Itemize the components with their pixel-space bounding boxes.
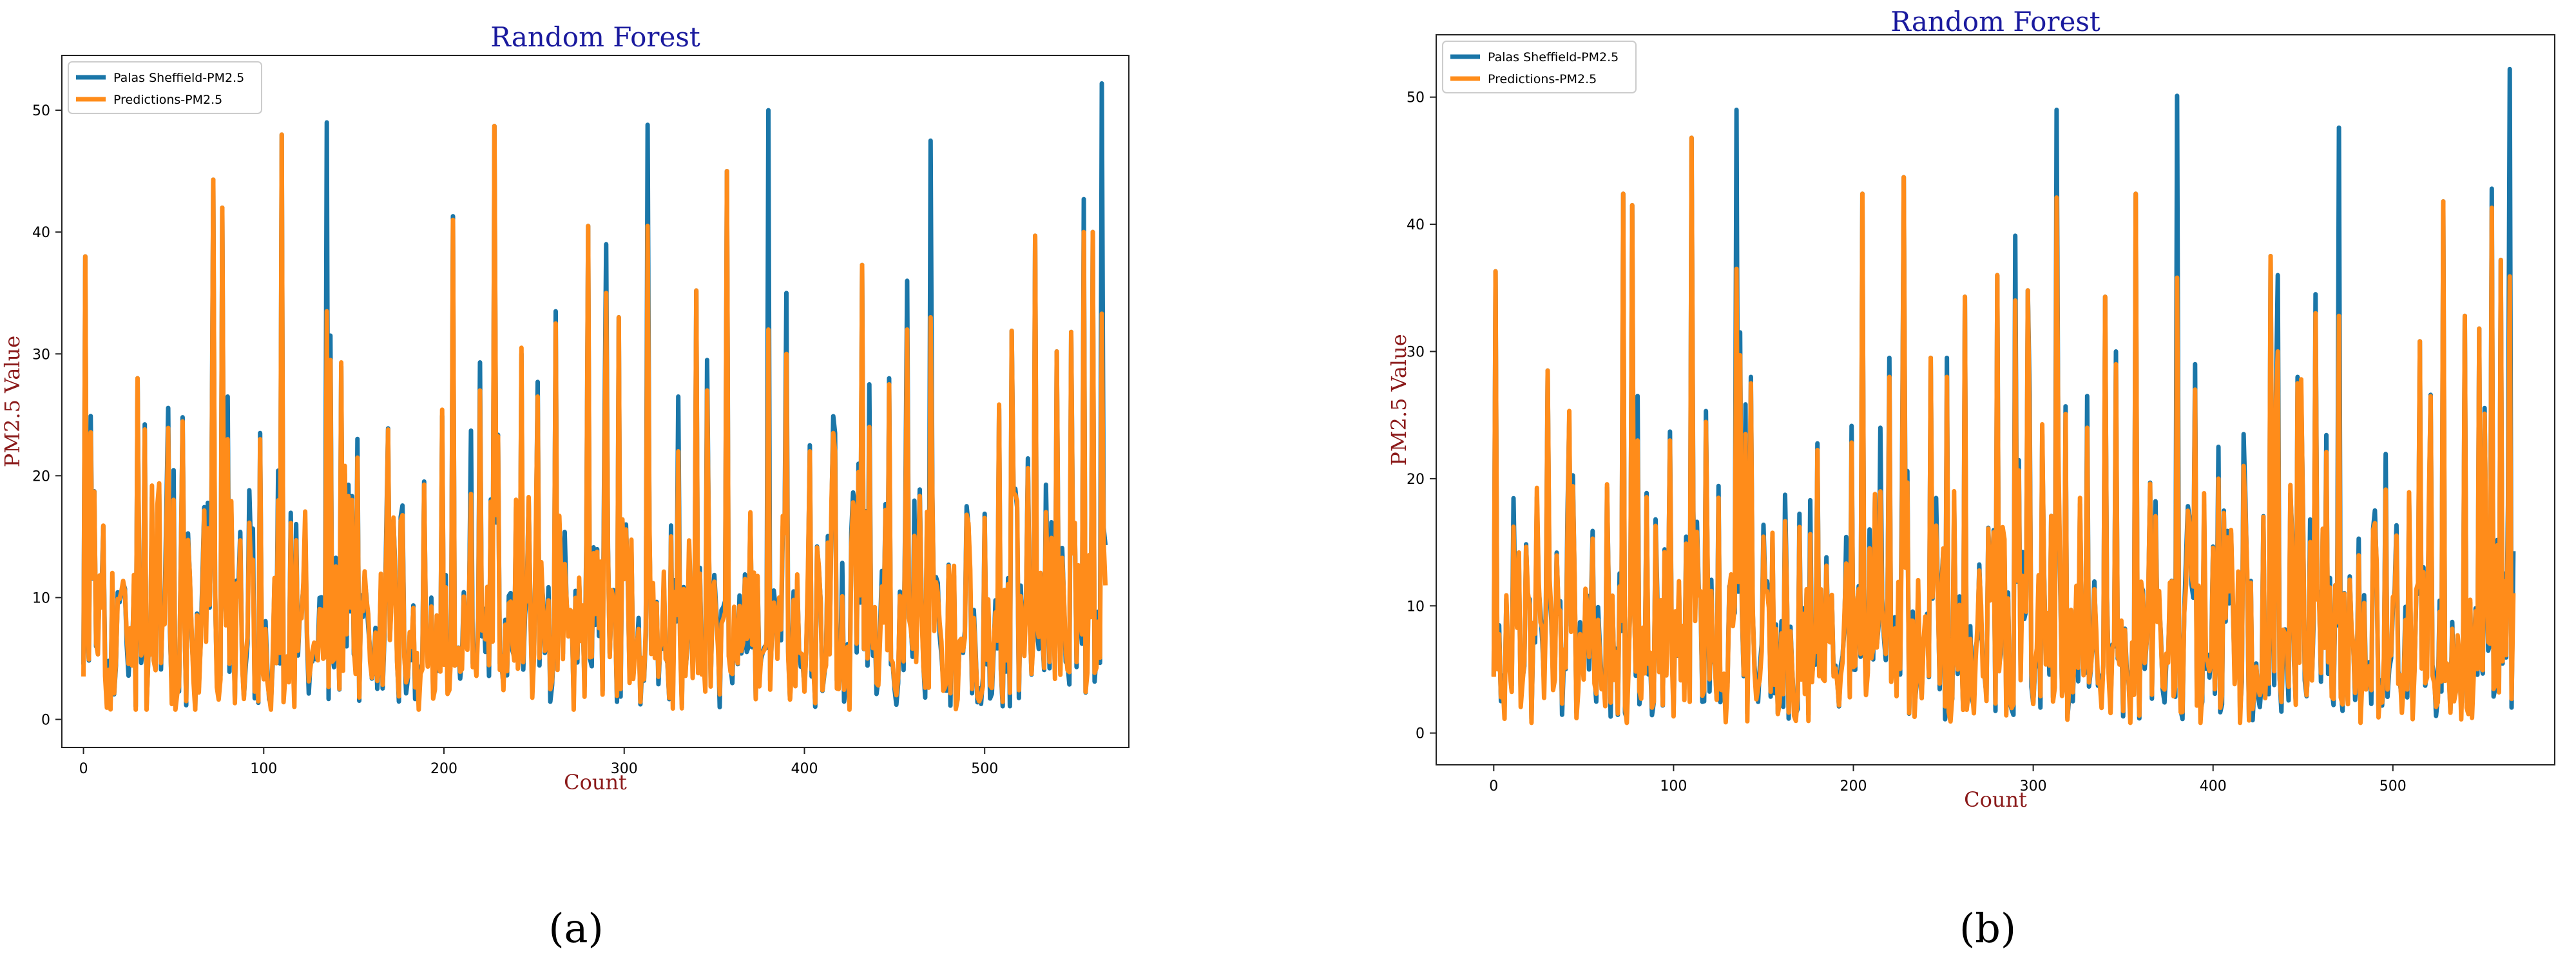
x-tick-label: 200 [1840,778,1867,794]
plot-frame [61,55,1129,748]
x-axis-label: Count [1964,787,2027,812]
x-tick-label: 100 [250,761,277,777]
y-tick-label: 20 [1407,472,1425,488]
x-tick-label: 300 [2020,778,2047,794]
x-tick-label: 100 [1660,778,1687,794]
x-axis-label: Count [564,770,627,794]
y-axis-label: PM2.5 Value [0,336,24,467]
y-tick-label: 40 [32,225,50,241]
y-tick-label: 50 [32,103,50,119]
y-tick-label: 50 [1407,90,1425,106]
series-line-predictions [1491,135,2516,726]
chart-title: Random Forest [490,21,700,53]
y-tick-label: 30 [1407,344,1425,360]
x-tick-label: 400 [2200,778,2227,794]
y-tick-label: 0 [41,713,50,729]
legend-entry: Predictions-PM2.5 [1488,72,1597,86]
legend: Palas Sheffield-PM2.5 Predictions-PM2.5 [1442,41,1637,93]
panel-caption: (b) [1959,905,2016,952]
x-tick-label: 300 [611,761,638,777]
legend: Palas Sheffield-PM2.5 Predictions-PM2.5 [68,61,262,114]
chart-panel-a: Random Forest 0 100 200 300 400 500 0 10 20 30 40 50… [0,21,1129,952]
y-tick-label: 40 [1407,217,1425,233]
legend-box [68,61,262,114]
y-tick-label: 10 [1407,599,1425,615]
legend-entry: Palas Sheffield-PM2.5 [1488,50,1619,64]
x-tick-label: 0 [1489,778,1498,794]
panel-caption: (a) [548,905,603,952]
x-tick-label: 200 [430,761,457,777]
y-axis-label: PM2.5 Value [1387,334,1411,465]
legend-entry: Palas Sheffield-PM2.5 [113,71,244,85]
chart-panel-b: Random Forest 0 100 200 300 400 500 0 10 20 30 40 50… [1387,6,2555,952]
x-tick-label: 400 [791,761,818,777]
y-tick-label: 20 [32,468,50,485]
x-tick-label: 0 [79,761,88,777]
series-line-predictions [81,124,1108,712]
x-tick-label: 500 [2379,778,2407,794]
chart-title: Random Forest [1890,6,2100,37]
plot-frame [1436,34,2555,765]
x-tick-label: 500 [971,761,998,777]
y-tick-label: 0 [1416,726,1425,742]
y-tick-label: 30 [32,347,50,363]
y-tick-label: 10 [32,590,50,606]
legend-box [1442,41,1637,93]
legend-entry: Predictions-PM2.5 [113,93,222,107]
